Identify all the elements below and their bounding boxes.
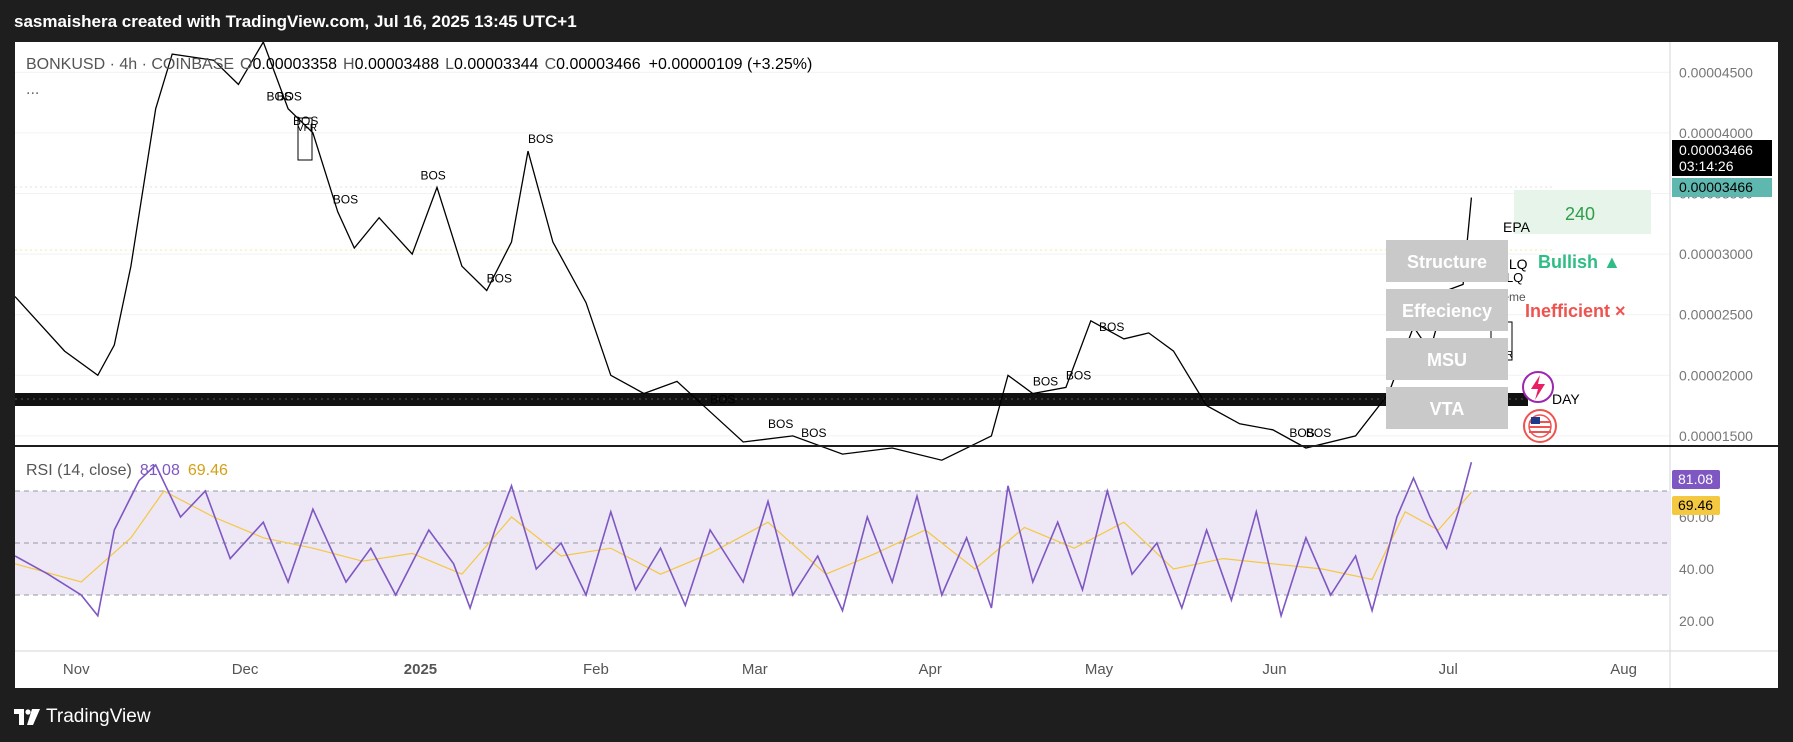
rsi-legend[interactable]: RSI (14, close) 81.08 69.46 — [26, 462, 228, 479]
rsi-pane[interactable]: RSI (14, close) 81.08 69.46 60.0040.0020.0… — [14, 461, 1720, 629]
panel-row-structure-status: Bullish ▲ — [1538, 252, 1621, 272]
rsi-legend-value: 81.08 — [140, 462, 180, 479]
rsi-title: RSI (14, close) — [26, 462, 132, 479]
bos-label: BOS — [801, 426, 826, 440]
legend-separator-2: · — [137, 56, 151, 73]
rsi-legend-ma: 69.46 — [188, 462, 228, 479]
bos-label: BOS — [1306, 426, 1331, 440]
rsi-ma-tag: 69.46 — [1672, 496, 1720, 515]
rsi-value-tag: 81.08 — [1672, 470, 1720, 489]
panel-row-vta-label: VTA — [1430, 399, 1465, 419]
current-price-countdown: 03:14:26 — [1679, 158, 1734, 174]
rsi-tick-label: 20.00 — [1679, 613, 1714, 629]
legend-separator-1: · — [105, 56, 119, 73]
snapshot-caption: sasmaishera created with TradingView.com… — [14, 12, 577, 31]
status-panel: Structure Bullish ▲ Effeciency Inefficie… — [1386, 240, 1626, 429]
current-price-tag: 0.00003466 03:14:26 0.00003466 — [1672, 140, 1772, 197]
vfr-box-2 — [297, 117, 313, 161]
us-flag-event-icon[interactable] — [1523, 409, 1557, 443]
legend-l-label: L — [445, 56, 454, 73]
target-box-value: 240 — [1565, 204, 1595, 224]
price-tick-label: 0.00004000 — [1679, 125, 1753, 141]
legend-h-label: H — [343, 56, 355, 73]
time-tick-label: Apr — [919, 661, 942, 678]
bos-label: BOS — [1289, 426, 1314, 440]
bos-label: BOS — [1099, 320, 1124, 334]
legend-o-label: O — [240, 56, 252, 73]
legend-high: 0.00003488 — [355, 56, 440, 73]
bos-label: BOS — [528, 132, 553, 146]
price-axis[interactable]: 0.000045000.000040000.000035000.00003000… — [1679, 64, 1753, 444]
panel-row-efficiency-status: Inefficient × — [1525, 301, 1626, 321]
day-label: DAY — [1552, 391, 1580, 407]
tradingview-logo[interactable]: TradingView — [14, 706, 151, 728]
legend-close: 0.00003466 — [556, 56, 641, 73]
panel-row-efficiency — [1386, 289, 1508, 331]
bos-label: BOS — [276, 90, 301, 104]
bos-label: BOS — [267, 90, 292, 104]
bos-label: BOS — [420, 168, 445, 182]
time-tick-label: Feb — [583, 661, 609, 678]
current-price-value-2: 0.00003466 — [1679, 179, 1753, 195]
panel-row-structure-label: Structure — [1407, 252, 1487, 272]
rsi-band-lines — [15, 490, 1670, 596]
rsi-value-tag-text: 81.08 — [1678, 471, 1713, 487]
panel-row-vta — [1386, 387, 1508, 429]
price-tick-label: 0.00003000 — [1679, 246, 1753, 262]
bos-label: BOS — [1033, 374, 1058, 388]
price-tick-label: 0.00002000 — [1679, 367, 1753, 383]
rsi-tick-label: 40.00 — [1679, 561, 1714, 577]
time-axis[interactable]: Nov Dec 2025 Feb Mar Apr May Jun Jul Aug — [63, 661, 1637, 678]
current-price-value: 0.00003466 — [1679, 142, 1753, 158]
price-tick-label: 0.00004500 — [1679, 64, 1753, 80]
bos-label: BOS — [710, 393, 735, 407]
time-tick-label: May — [1085, 661, 1114, 678]
legend-timeframe: 4h — [119, 56, 137, 73]
legend-symbol: BONKUSD — [26, 56, 105, 73]
price-tick-label: 0.00001500 — [1679, 428, 1753, 444]
bos-label: BOS — [1066, 368, 1091, 382]
price-legend[interactable]: BONKUSD · 4h · COINBASE O0.00003358 H0.000… — [26, 56, 812, 98]
legend-c-label: C — [545, 56, 557, 73]
rsi-line — [14, 461, 1473, 619]
rsi-ma-line — [14, 490, 1472, 583]
rsi-ma-tag-text: 69.46 — [1678, 497, 1713, 513]
lightning-event-icon[interactable] — [1522, 371, 1554, 403]
panel-row-msu-label: MSU — [1427, 350, 1467, 370]
time-tick-label: Jul — [1439, 661, 1458, 678]
bottom-bar: TradingView — [0, 690, 1793, 742]
ilq-label: ILQ — [1505, 256, 1528, 272]
time-tick-label: 2025 — [404, 661, 437, 678]
bos-label: BOS — [487, 271, 512, 285]
top-bar: sasmaishera created with TradingView.com… — [0, 0, 1793, 42]
tradingview-logo-icon — [14, 709, 40, 725]
chart-frame[interactable]: BOS BOS BOS BOS BOS BOS BOS BOS BOS BOS BOS BOS BOS B… — [14, 40, 1778, 688]
legend-exchange: COINBASE — [151, 56, 234, 73]
panel-row-structure — [1386, 240, 1508, 282]
price-series-line — [14, 40, 1473, 461]
bos-label: BOS — [768, 417, 793, 431]
target-box — [1514, 190, 1651, 234]
vfr-label-2: VFR — [297, 123, 317, 134]
price-tick-label: 0.00002500 — [1679, 307, 1753, 323]
legend-open: 0.00003358 — [253, 56, 338, 73]
rsi-axis[interactable]: 60.0040.0020.00 — [1679, 509, 1714, 629]
epa-label: EPA — [1503, 219, 1531, 235]
time-tick-label: Mar — [742, 661, 768, 678]
time-tick-label: Jun — [1262, 661, 1286, 678]
time-tick-label: Dec — [232, 661, 259, 678]
tradingview-logo-text: TradingView — [46, 706, 151, 727]
legend-more[interactable]: ... — [26, 81, 39, 98]
time-tick-label: Aug — [1610, 661, 1637, 678]
time-tick-label: Nov — [63, 661, 90, 678]
panel-row-efficiency-label: Effeciency — [1402, 301, 1492, 321]
legend-low: 0.00003344 — [454, 56, 539, 73]
bos-label: BOS — [333, 193, 358, 207]
legend-change: +0.00000109 (+3.25%) — [649, 56, 813, 73]
panel-row-msu — [1386, 338, 1508, 380]
